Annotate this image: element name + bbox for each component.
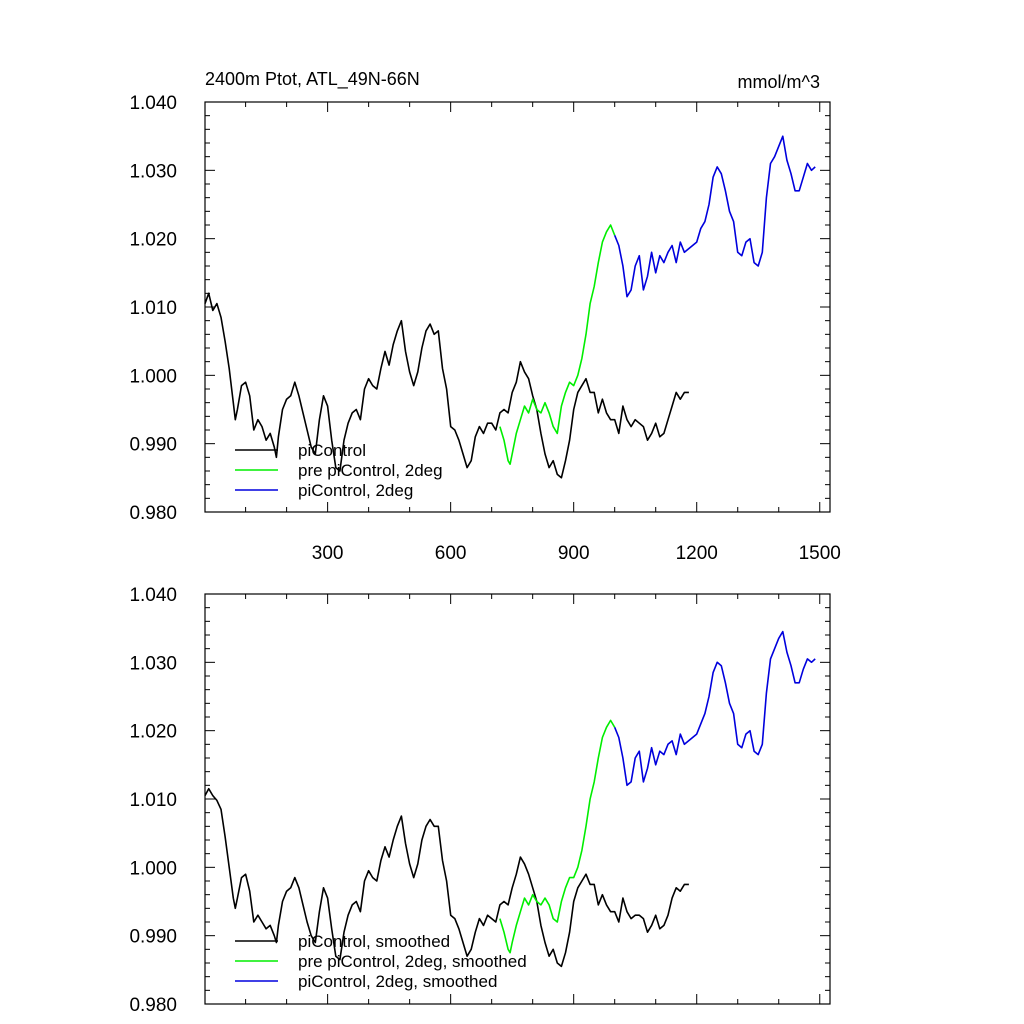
legend-label: piControl bbox=[298, 441, 366, 460]
y-tick-label: 1.020 bbox=[129, 230, 177, 251]
y-tick-label: 1.030 bbox=[129, 161, 177, 182]
series-line-1 bbox=[204, 292, 689, 479]
y-tick-label: 1.040 bbox=[129, 93, 177, 114]
series-line-2 bbox=[499, 719, 616, 954]
x-tick-label: 300 bbox=[312, 543, 344, 564]
y-tick-label: 1.030 bbox=[129, 653, 177, 674]
y-tick-label: 1.000 bbox=[129, 858, 177, 879]
units-label: mmol/m^3 bbox=[738, 72, 820, 92]
y-tick-label: 1.010 bbox=[129, 298, 177, 319]
series-line-3 bbox=[613, 630, 816, 787]
legend-label: pre piControl, 2deg, smoothed bbox=[298, 952, 527, 971]
series-line-2 bbox=[499, 224, 616, 465]
y-tick-label: 0.980 bbox=[129, 995, 177, 1016]
x-tick-label: 1200 bbox=[676, 543, 718, 564]
series-line-3 bbox=[613, 135, 816, 298]
y-tick-label: 1.010 bbox=[129, 790, 177, 811]
y-tick-label: 1.040 bbox=[129, 585, 177, 606]
x-tick-label: 900 bbox=[558, 543, 590, 564]
x-tick-label: 1500 bbox=[799, 543, 841, 564]
series-line-1 bbox=[204, 787, 689, 968]
x-tick-label: 600 bbox=[435, 543, 467, 564]
legend-label: piControl, 2deg bbox=[298, 481, 413, 500]
y-tick-label: 1.020 bbox=[129, 722, 177, 743]
legend-label: pre piControl, 2deg bbox=[298, 461, 443, 480]
chart-title: 2400m Ptot, ATL_49N-66N bbox=[205, 69, 420, 90]
legend-label: piControl, smoothed bbox=[298, 932, 450, 951]
y-tick-label: 0.990 bbox=[129, 435, 177, 456]
top-panel: 2400m Ptot, ATL_49N-66N mmol/m^3 0.980 0.… bbox=[129, 69, 840, 564]
y-tick-label: 0.980 bbox=[129, 503, 177, 524]
legend-label: piControl, 2deg, smoothed bbox=[298, 972, 497, 991]
y-tick-label: 0.990 bbox=[129, 927, 177, 948]
bottom-panel: 0.980 0.990 1.000 1.010 1.020 1.030 1.040 piCon… bbox=[129, 585, 831, 1016]
y-tick-label: 1.000 bbox=[129, 366, 177, 387]
